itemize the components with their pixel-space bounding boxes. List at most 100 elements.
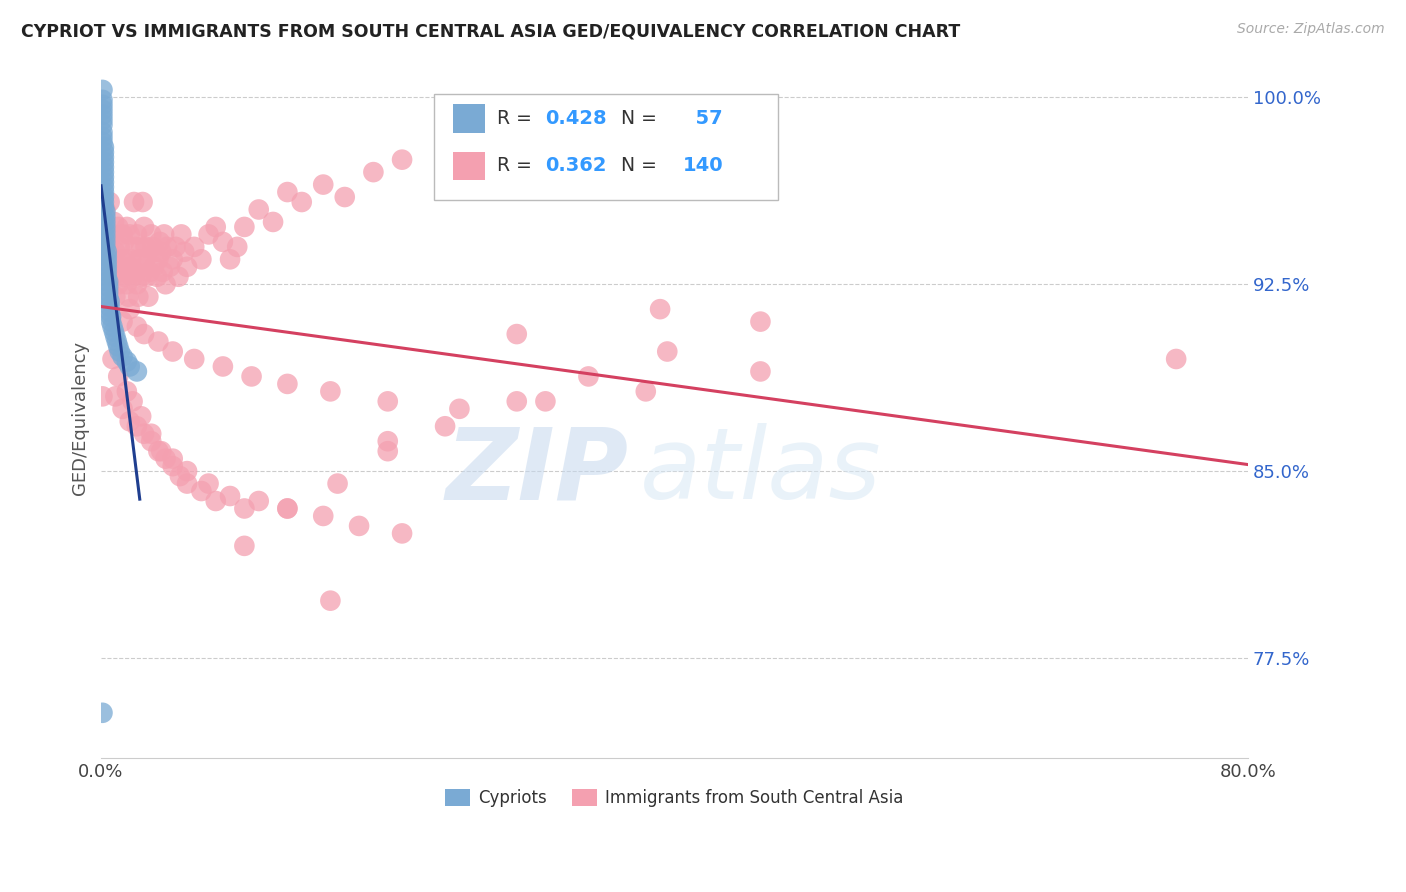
Point [125, 364, 148, 378]
Point [114, 252, 136, 267]
Point [132, 327, 155, 342]
Point [132, 426, 155, 441]
Point [1166, 351, 1188, 366]
Text: 0.362: 0.362 [546, 156, 606, 176]
Point [107, 277, 129, 292]
Point [93, 165, 115, 179]
Point [125, 277, 148, 292]
Point [183, 351, 205, 366]
Point [148, 444, 170, 458]
Point [173, 244, 195, 259]
Legend: Cypriots, Immigrants from South Central Asia: Cypriots, Immigrants from South Central … [439, 782, 911, 814]
Point [134, 252, 156, 267]
Point [170, 227, 193, 242]
Point [101, 319, 124, 334]
Point [93, 170, 115, 185]
Point [132, 219, 155, 234]
Point [129, 240, 152, 254]
Point [749, 364, 772, 378]
Point [434, 140, 457, 154]
Point [149, 235, 172, 249]
Point [125, 319, 148, 334]
Point [101, 351, 124, 366]
Point [326, 476, 349, 491]
Point [333, 190, 356, 204]
Point [98, 300, 121, 314]
Point [240, 369, 263, 384]
Point [141, 227, 163, 242]
Text: 57: 57 [682, 109, 723, 128]
Point [162, 451, 184, 466]
Point [125, 227, 148, 242]
Point [91, 98, 114, 112]
Point [93, 160, 115, 174]
Point [506, 327, 529, 342]
Point [103, 215, 125, 229]
Point [93, 140, 115, 154]
Point [94, 219, 117, 234]
Point [108, 344, 131, 359]
Point [148, 252, 170, 267]
Point [247, 202, 270, 217]
Point [91, 125, 114, 139]
Point [100, 310, 122, 324]
Point [100, 315, 122, 329]
Point [155, 277, 177, 292]
Point [104, 290, 127, 304]
Point [94, 235, 117, 249]
Point [132, 260, 155, 274]
Point [139, 265, 162, 279]
Point [93, 194, 115, 209]
Point [634, 384, 657, 399]
Point [110, 252, 132, 267]
Point [162, 252, 184, 267]
Point [97, 275, 120, 289]
Point [107, 339, 129, 353]
Point [93, 180, 115, 194]
Point [91, 93, 114, 107]
Point [93, 150, 115, 164]
Point [233, 501, 256, 516]
Text: ZIP: ZIP [446, 424, 628, 520]
Point [183, 240, 205, 254]
Point [91, 103, 114, 117]
Point [141, 434, 163, 449]
Point [118, 260, 141, 274]
Point [94, 210, 117, 224]
Point [197, 476, 219, 491]
Point [97, 285, 120, 299]
Point [118, 302, 141, 317]
Point [319, 593, 342, 607]
Point [169, 469, 191, 483]
Text: Source: ZipAtlas.com: Source: ZipAtlas.com [1237, 22, 1385, 37]
Point [111, 315, 134, 329]
Point [98, 304, 121, 318]
Point [91, 135, 114, 149]
Point [212, 359, 235, 374]
Point [112, 269, 135, 284]
Point [145, 244, 167, 259]
Point [105, 334, 128, 349]
Point [91, 130, 114, 145]
Point [129, 269, 152, 284]
Point [377, 444, 399, 458]
Text: N =: N = [620, 109, 657, 128]
Point [150, 244, 173, 259]
Point [377, 434, 399, 449]
Point [94, 230, 117, 244]
Point [150, 444, 173, 458]
Point [98, 194, 121, 209]
Point [118, 227, 141, 242]
Point [101, 269, 124, 284]
Point [176, 464, 198, 478]
Point [377, 394, 399, 409]
Point [96, 250, 118, 264]
Point [262, 215, 284, 229]
Point [107, 369, 129, 384]
Point [291, 194, 314, 209]
Point [152, 265, 174, 279]
Point [91, 118, 114, 132]
Point [93, 145, 115, 160]
Point [155, 451, 177, 466]
Point [91, 112, 114, 127]
